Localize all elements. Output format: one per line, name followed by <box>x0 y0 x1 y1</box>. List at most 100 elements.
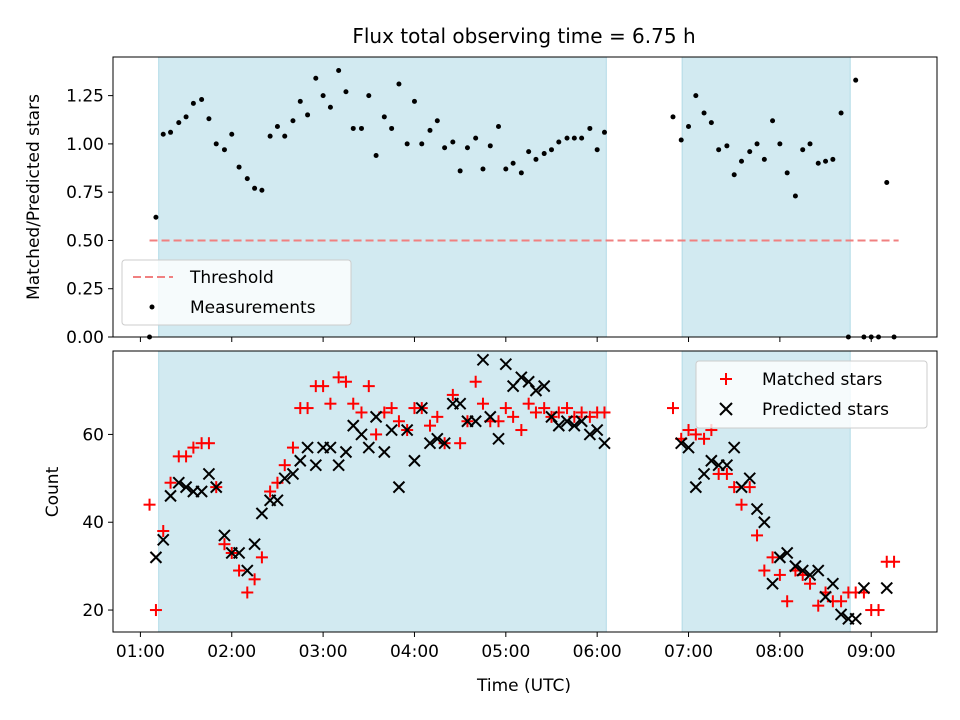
measurement-point <box>427 127 433 133</box>
matched-star-point <box>773 568 786 581</box>
predicted-star-point <box>332 458 345 472</box>
predicted-star-point <box>568 419 581 432</box>
predicted-star-point <box>202 467 216 481</box>
predicted-star-point <box>819 590 832 604</box>
predicted-star-point <box>484 410 497 424</box>
measurement-point <box>236 164 242 170</box>
measurement-point <box>213 141 219 147</box>
predicted-star-point <box>271 494 284 507</box>
measurement-point <box>792 193 798 199</box>
matched-star-point <box>370 428 383 441</box>
predicted-star-point <box>195 485 208 498</box>
predicted-star-point <box>705 454 718 467</box>
predicted-star-point <box>164 489 177 503</box>
x-tick-label: 09:00 <box>847 642 896 662</box>
predicted-star-point <box>826 577 840 590</box>
matched-star-point <box>241 586 254 599</box>
y-tick-label: 60 <box>82 425 104 445</box>
measurement-point <box>670 114 676 120</box>
measurement-point <box>693 93 699 99</box>
legend-matched-label: Matched stars <box>762 370 882 390</box>
matched-star-point <box>286 441 299 454</box>
measurement-point <box>686 124 692 130</box>
matched-star-point <box>164 476 177 489</box>
matched-star-point <box>347 397 360 410</box>
matched-star-point <box>766 551 779 564</box>
legend-measurements-swatch <box>149 304 155 310</box>
measurement-point <box>190 100 196 106</box>
predicted-star-point <box>834 608 848 621</box>
measurement-point <box>320 93 326 99</box>
matched-star-point <box>202 437 215 450</box>
predicted-star-point <box>248 537 261 551</box>
measurement-point <box>770 118 776 124</box>
bottom-legend-box <box>695 360 928 429</box>
measurement-point <box>556 139 562 145</box>
measurement-point <box>168 129 174 135</box>
measurement-point <box>571 135 577 141</box>
predicted-star-point <box>682 441 695 454</box>
x-tick-label: 07:00 <box>664 642 713 662</box>
predicted-star-point <box>590 423 604 437</box>
predicted-star-point <box>324 441 337 454</box>
matched-star-point <box>804 577 817 590</box>
y-tick-label: 1.25 <box>66 87 104 107</box>
measurement-point <box>601 129 607 135</box>
predicted-star-point <box>415 401 428 415</box>
measurement-point <box>199 96 205 102</box>
y-tick-label: 20 <box>82 601 104 621</box>
measurement-point <box>518 170 524 176</box>
measurement-point <box>473 135 479 141</box>
matched-stars-points <box>143 371 901 617</box>
predicted-star-point <box>750 502 764 516</box>
predicted-star-point <box>369 410 383 424</box>
measurement-point <box>305 112 311 118</box>
matched-star-point <box>812 599 825 612</box>
matched-star-point <box>689 428 702 441</box>
predicted-star-point <box>575 415 588 428</box>
measurement-point <box>503 166 509 172</box>
matched-star-point <box>666 402 679 415</box>
measurement-point <box>153 214 159 220</box>
x-axis-label: Time (UTC) <box>476 676 571 696</box>
matched-star-point <box>264 485 277 498</box>
measurement-point <box>176 120 182 126</box>
measurement-point <box>457 168 463 174</box>
predicted-star-point <box>857 581 871 595</box>
top-legend: Threshold Measurements <box>121 259 352 326</box>
legend-predicted-swatch <box>719 402 733 416</box>
predicted-star-point <box>294 454 307 467</box>
measurement-point <box>229 131 235 137</box>
measurement-point <box>366 93 372 99</box>
matched-star-point <box>529 406 542 419</box>
bottom-axes-frame <box>112 350 938 633</box>
measurement-point <box>381 114 387 120</box>
matched-star-point <box>781 595 794 608</box>
matched-star-point <box>454 437 467 450</box>
predicted-star-point <box>766 577 779 590</box>
matched-star-point <box>888 555 901 568</box>
matched-star-point <box>751 529 764 542</box>
measurement-point <box>526 149 532 155</box>
predicted-star-point <box>515 371 528 384</box>
measurement-point <box>884 180 890 186</box>
measurement-point <box>259 187 265 193</box>
matched-star-point <box>758 564 771 577</box>
predicted-star-point <box>431 432 444 446</box>
matched-star-point <box>561 402 574 415</box>
matched-star-point <box>522 397 535 410</box>
measurement-point <box>252 185 258 191</box>
matched-star-point <box>218 538 231 551</box>
measurement-point <box>731 172 737 178</box>
measurement-point <box>336 68 342 74</box>
measurement-point <box>708 120 714 126</box>
measurement-point <box>777 141 783 147</box>
matched-star-point <box>476 397 489 410</box>
matched-star-point <box>187 441 200 454</box>
predicted-star-point <box>849 612 862 626</box>
x-tick-label: 03:00 <box>299 642 348 662</box>
predicted-star-point <box>400 423 414 437</box>
predicted-star-point <box>545 410 558 424</box>
measurement-point <box>701 110 707 116</box>
measurement-point <box>496 124 502 130</box>
